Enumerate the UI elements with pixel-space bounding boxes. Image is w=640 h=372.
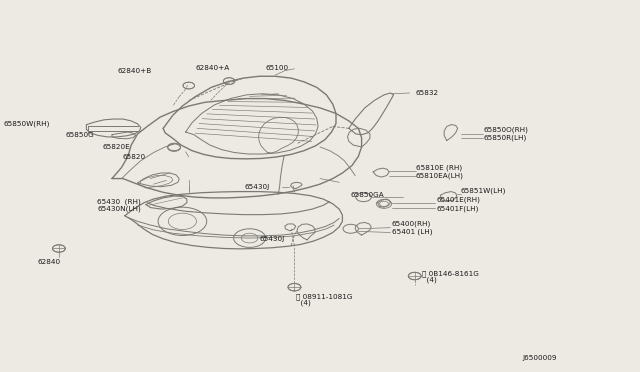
- Text: 65832: 65832: [416, 90, 439, 96]
- Text: 65820E: 65820E: [102, 144, 130, 150]
- Text: (4): (4): [296, 300, 310, 307]
- Text: J6500009: J6500009: [522, 355, 557, 361]
- Text: 65401E(RH): 65401E(RH): [436, 197, 481, 203]
- Text: 65810E (RH): 65810E (RH): [416, 165, 462, 171]
- Text: 65430J: 65430J: [259, 236, 284, 242]
- Text: 65430J: 65430J: [244, 184, 269, 190]
- Text: 65100: 65100: [266, 65, 289, 71]
- Text: 65850W(RH): 65850W(RH): [3, 121, 49, 128]
- Text: 65401 (LH): 65401 (LH): [392, 228, 432, 235]
- Text: 65810EA(LH): 65810EA(LH): [416, 172, 464, 179]
- Text: 65820: 65820: [123, 154, 146, 160]
- Text: 62840: 62840: [37, 259, 60, 265]
- Text: 65401F(LH): 65401F(LH): [436, 205, 479, 212]
- Text: 65850O(RH): 65850O(RH): [484, 127, 529, 134]
- Text: 65430  (RH): 65430 (RH): [97, 198, 141, 205]
- Text: 65400(RH): 65400(RH): [392, 221, 431, 227]
- Text: (4): (4): [422, 276, 437, 283]
- Text: 65430N(LH): 65430N(LH): [97, 206, 141, 212]
- Text: 65851W(LH): 65851W(LH): [461, 187, 506, 194]
- Text: 65850R(LH): 65850R(LH): [484, 134, 527, 141]
- Text: 65850GA: 65850GA: [351, 192, 385, 198]
- Text: 62840+A: 62840+A: [195, 65, 230, 71]
- Text: Ⓑ 0B146-8161G: Ⓑ 0B146-8161G: [422, 270, 479, 277]
- Text: 62840+B: 62840+B: [117, 68, 152, 74]
- Text: Ⓝ 08911-1081G: Ⓝ 08911-1081G: [296, 294, 352, 300]
- Text: 65850G: 65850G: [65, 132, 94, 138]
